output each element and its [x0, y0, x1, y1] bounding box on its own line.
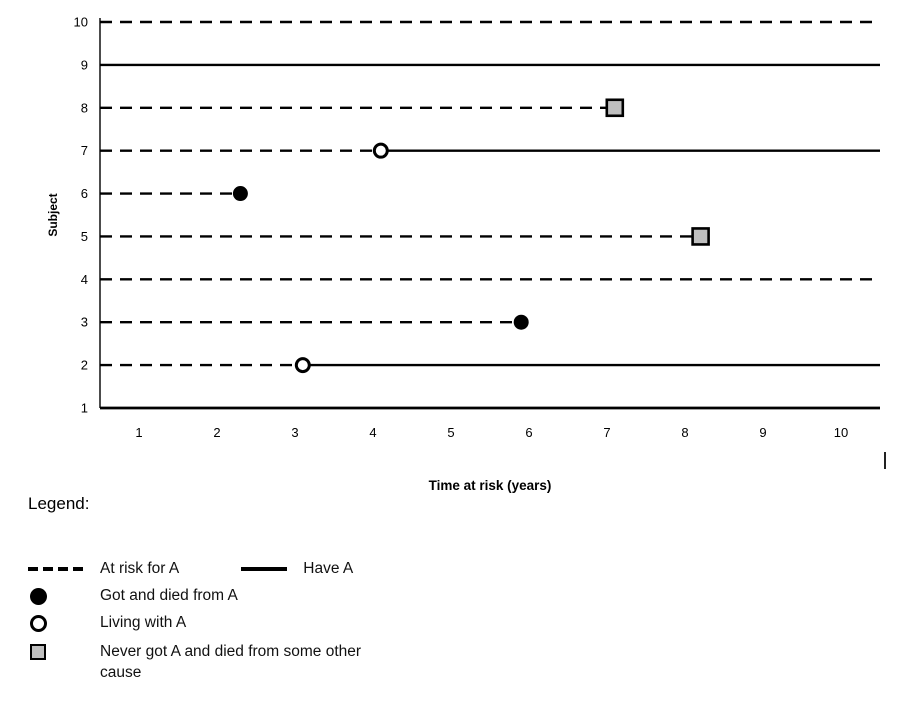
legend-row-living-with-a: Living with A: [28, 614, 400, 632]
legend-label-died-from-a: Got and died from A: [100, 587, 238, 604]
survival-chart-svg: 1 2 3 4 5 6 7 8 9 10 1 2 3 4 5 6 7 8 9 10 Time at risk (year…: [46, 15, 886, 493]
legend-symbol-cell: [28, 567, 100, 571]
y-tick-label: 5: [81, 229, 88, 244]
x-axis-title: Time at risk (years): [429, 478, 552, 493]
y-tick-label: 6: [81, 186, 88, 201]
legend-item-have-a: Have A: [241, 560, 353, 578]
subject-6-filled-circle-marker: [232, 186, 248, 202]
legend-row-other-cause: Never got A and died from some other cau…: [28, 641, 400, 684]
subject-2-open-circle-marker: [294, 357, 311, 374]
x-tick-label: 9: [759, 425, 766, 440]
solid-line-symbol: [241, 567, 288, 571]
legend-label-at-risk: At risk for A: [100, 560, 180, 577]
y-tick-label: 9: [81, 57, 88, 72]
legend-label-living-with-a: Living with A: [100, 614, 187, 631]
legend-symbol-cell: [28, 641, 100, 660]
y-tick-label: 2: [81, 358, 88, 373]
y-tick-label: 4: [81, 272, 88, 287]
legend-symbol-cell: [28, 587, 100, 605]
gray-square-symbol: [30, 644, 46, 660]
x-tick-label: 8: [681, 425, 688, 440]
subject-5-gray-square-marker: [691, 227, 710, 246]
legend-heading: Legend:: [28, 494, 90, 513]
survival-plot: 1 2 3 4 5 6 7 8 9 10 1 2 3 4 5 6 7 8 9 10 Time at risk (year…: [46, 15, 886, 493]
filled-circle-symbol: [30, 587, 47, 605]
subject-8-gray-square-marker: [605, 98, 625, 118]
subject-3-filled-circle-marker: [513, 314, 529, 330]
x-tick-label: 7: [603, 425, 610, 440]
legend-row-line-styles: At risk for A Have A: [28, 560, 400, 578]
legend-row-died-from-a: Got and died from A: [28, 587, 400, 605]
x-tick-label: 4: [369, 425, 376, 440]
y-tick-label: 3: [81, 315, 88, 330]
stray-cursor-mark: [884, 452, 886, 469]
legend-rows: At risk for A Have A Got and died from A…: [28, 560, 400, 684]
y-axis-title: Subject: [46, 193, 60, 236]
y-tick-label: 10: [74, 15, 88, 30]
legend-label-have-a: Have A: [303, 560, 354, 577]
dashed-line-symbol: [28, 567, 84, 571]
x-tick-label: 6: [525, 425, 532, 440]
y-tick-label: 8: [81, 100, 88, 115]
x-tick-label: 3: [291, 425, 298, 440]
y-tick-label: 1: [81, 401, 88, 416]
x-tick-label: 1: [135, 425, 142, 440]
legend-symbol-cell: [28, 614, 100, 632]
y-tick-label: 7: [81, 143, 88, 158]
legend: Legend: At risk for A Have A Got and die…: [28, 494, 400, 684]
legend-label-other-cause: Never got A and died from some other cau…: [100, 643, 362, 682]
x-tick-label: 10: [834, 425, 848, 440]
open-circle-symbol: [30, 614, 47, 632]
x-tick-label: 5: [447, 425, 454, 440]
x-tick-label: 2: [213, 425, 220, 440]
subject-7-open-circle-marker: [372, 142, 389, 159]
